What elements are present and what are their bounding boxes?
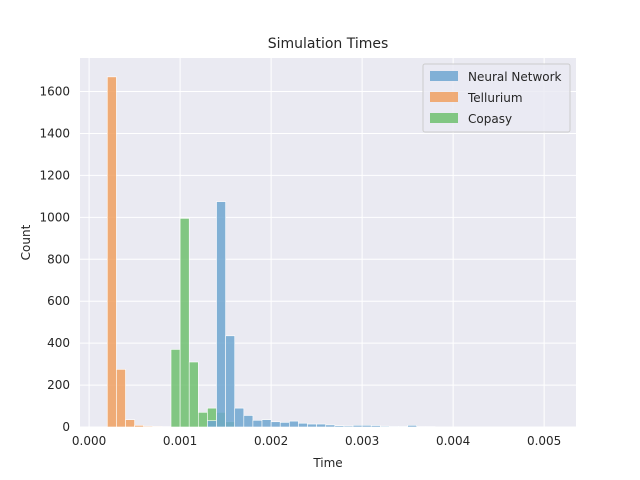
chart-title: Simulation Times bbox=[268, 36, 389, 52]
x-axis-ticks: 0.000 0.001 0.002 0.003 0.004 0.005 bbox=[72, 434, 561, 448]
histogram-bar bbox=[343, 425, 354, 428]
histogram-bar bbox=[380, 425, 390, 428]
histogram-bar bbox=[325, 424, 336, 428]
histogram-bar bbox=[307, 423, 317, 428]
legend-swatch bbox=[430, 92, 458, 102]
histogram-bar bbox=[116, 369, 126, 428]
series-neural-network bbox=[207, 201, 572, 428]
histogram-bar bbox=[270, 421, 281, 428]
histogram-bar bbox=[334, 425, 345, 428]
histogram-bar bbox=[216, 201, 226, 428]
y-tick-label: 1600 bbox=[39, 85, 70, 99]
y-axis-ticks: 0 200 400 600 800 1000 1200 1400 1600 bbox=[39, 85, 70, 434]
histogram-bar bbox=[234, 407, 245, 428]
histogram-bar bbox=[243, 415, 254, 428]
y-tick-label: 1400 bbox=[39, 126, 70, 140]
x-tick-label: 0.003 bbox=[345, 434, 379, 448]
y-axis-label: Count bbox=[19, 224, 33, 260]
histogram-bar bbox=[407, 425, 418, 428]
histogram-bar bbox=[298, 422, 308, 428]
histogram-bar bbox=[225, 335, 236, 428]
histogram-bar bbox=[252, 419, 263, 428]
x-tick-label: 0.000 bbox=[72, 434, 106, 448]
y-tick-label: 0 bbox=[62, 420, 70, 434]
histogram-bar bbox=[316, 423, 327, 428]
histogram-bar bbox=[352, 425, 363, 428]
histogram-bar bbox=[170, 349, 181, 428]
legend: Neural Network Tellurium Copasy bbox=[422, 63, 571, 133]
histogram-bar bbox=[261, 419, 272, 428]
y-tick-label: 400 bbox=[47, 336, 70, 350]
x-tick-label: 0.005 bbox=[527, 434, 561, 448]
legend-entry: Tellurium bbox=[467, 91, 523, 105]
histogram-bar bbox=[198, 412, 208, 428]
x-tick-label: 0.001 bbox=[163, 434, 197, 448]
y-tick-label: 1000 bbox=[39, 210, 70, 224]
histogram-bar bbox=[134, 425, 145, 428]
x-axis-label: Time bbox=[312, 456, 342, 470]
histogram-bar bbox=[143, 425, 154, 428]
histogram-bar bbox=[361, 425, 372, 428]
histogram-bar bbox=[207, 420, 217, 428]
legend-swatch bbox=[430, 113, 458, 123]
histogram-bar bbox=[389, 426, 399, 428]
histogram-bar bbox=[152, 426, 163, 428]
x-tick-label: 0.004 bbox=[436, 434, 470, 448]
x-tick-label: 0.002 bbox=[254, 434, 288, 448]
histogram-bar bbox=[179, 218, 190, 428]
y-tick-label: 200 bbox=[47, 378, 70, 392]
histogram-bar bbox=[289, 420, 299, 428]
legend-entry: Neural Network bbox=[468, 70, 562, 84]
legend-swatch bbox=[430, 71, 458, 81]
histogram-bar bbox=[279, 422, 290, 428]
histogram-bar bbox=[398, 426, 408, 428]
series-tellurium bbox=[107, 76, 172, 428]
histogram-bars bbox=[107, 76, 572, 428]
histogram-bar bbox=[370, 425, 381, 428]
histogram-bar bbox=[188, 361, 199, 428]
y-tick-label: 1200 bbox=[39, 168, 70, 182]
y-tick-label: 600 bbox=[47, 294, 70, 308]
y-tick-label: 800 bbox=[47, 252, 70, 266]
legend-entry: Copasy bbox=[468, 112, 512, 126]
histogram-bar bbox=[125, 419, 135, 428]
histogram-bar bbox=[107, 76, 117, 428]
legend-box bbox=[422, 63, 571, 133]
